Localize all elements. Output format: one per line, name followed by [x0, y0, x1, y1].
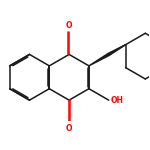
- Text: O: O: [66, 21, 73, 30]
- Polygon shape: [89, 53, 109, 66]
- Text: OH: OH: [111, 96, 124, 105]
- Text: O: O: [66, 124, 73, 133]
- Polygon shape: [108, 45, 126, 55]
